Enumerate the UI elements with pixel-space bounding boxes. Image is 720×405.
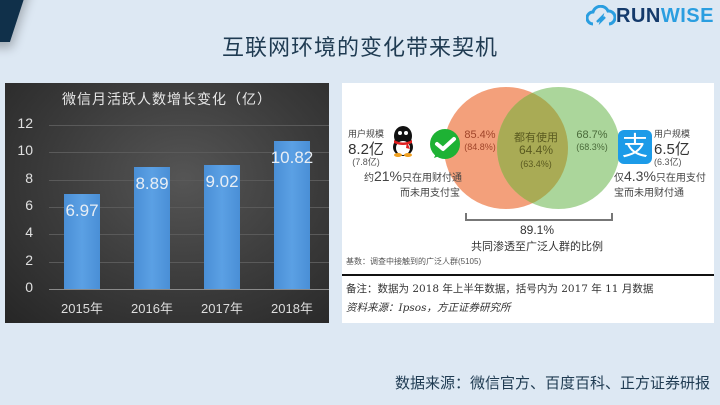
wechat-pay-icon: [430, 129, 460, 159]
left-scale-prev: (7.8亿): [352, 157, 380, 167]
alipay-icon: 支: [618, 130, 652, 164]
bar-value-label: 10.82: [270, 148, 314, 167]
gridline: [49, 125, 329, 126]
y-tick: 12: [17, 115, 33, 131]
bar-value-label: 9.02: [205, 172, 239, 191]
payment-venn-diagram: 用户规模 8.2亿 (7.8亿) 约21%只在用财付通 而未用支付宝 85.4%…: [342, 83, 714, 323]
footer-source: 数据来源：微信官方、百度百科、正方证券研报: [394, 374, 710, 392]
left-scale-label: 用户规模: [347, 129, 384, 139]
right-scale-value: 6.5亿: [654, 141, 690, 158]
y-tick: 2: [25, 252, 33, 268]
logo-text-run: RUN: [616, 4, 661, 27]
y-tick: 6: [25, 197, 33, 213]
right-only-text: 仅4.3%只在用支付: [614, 168, 706, 184]
union-pct: 89.1%: [519, 223, 555, 237]
bar-2017: [204, 165, 240, 289]
union-label: 共同渗透至广泛人群的比例: [471, 241, 603, 253]
right-pct-prev: (68.3%): [576, 142, 608, 152]
left-scale-value: 8.2亿: [348, 141, 384, 158]
bar-2015: [64, 194, 100, 289]
bar-value-label: 8.89: [135, 174, 169, 193]
x-tick-label: 2016年: [131, 301, 173, 316]
overlap-pct: 64.4%: [518, 143, 554, 157]
left-only-text-line2: 而未用支付宝: [400, 188, 460, 199]
gridline: [49, 207, 329, 208]
x-axis-line: [49, 289, 329, 290]
bar-2018: [274, 141, 310, 289]
qq-penguin-icon: [393, 126, 413, 157]
logo-text-wise: WISE: [660, 4, 714, 27]
right-scale-label: 用户规模: [654, 129, 691, 139]
y-tick: 0: [25, 279, 33, 295]
right-pct: 68.7%: [576, 129, 608, 141]
cloud-logo-icon: [586, 5, 616, 26]
overlap-label: 都有使用: [514, 132, 558, 144]
union-bracket: [465, 213, 613, 221]
gridline: [49, 152, 329, 153]
gridline: [49, 262, 329, 263]
left-only-text: 约21%只在用财付通: [363, 168, 462, 184]
gridline: [49, 234, 329, 235]
left-pct-prev: (84.8%): [464, 142, 496, 152]
divider-line: [342, 274, 714, 276]
data-source: 资料来源：Ipsos，方正证券研究所: [346, 302, 511, 314]
y-tick: 8: [25, 170, 33, 186]
bar-2016: [134, 167, 170, 289]
data-note: 备注：数据为 2018 年上半年数据，括号内为 2017 年 11 月数据: [346, 283, 654, 295]
gridline: [49, 180, 329, 181]
x-tick-label: 2015年: [61, 301, 103, 316]
chart-title: 微信月活跃人数增长变化（亿）: [62, 92, 272, 108]
page-title: 互联网环境的变化带来契机: [221, 36, 498, 61]
x-tick-label: 2017年: [201, 301, 243, 316]
right-only-text-line2: 宝而未用财付通: [614, 188, 684, 199]
runwise-logo: RUNWISE: [586, 4, 714, 28]
x-tick-label: 2018年: [271, 301, 313, 316]
right-scale-prev: (6.3亿): [654, 157, 682, 167]
base-note: 基数：调查中接触到的广泛人群(5105): [346, 257, 482, 266]
bar-value-label: 6.97: [65, 201, 99, 220]
overlap-region: [444, 87, 568, 209]
y-tick: 10: [17, 142, 33, 158]
y-tick: 4: [25, 224, 33, 240]
wechat-mau-bar-chart: 微信月活跃人数增长变化（亿） 12 10 8 6 4 2 0 6.97 8.89…: [5, 83, 329, 323]
left-pct: 85.4%: [464, 129, 496, 141]
overlap-pct-prev: (63.4%): [520, 159, 552, 169]
